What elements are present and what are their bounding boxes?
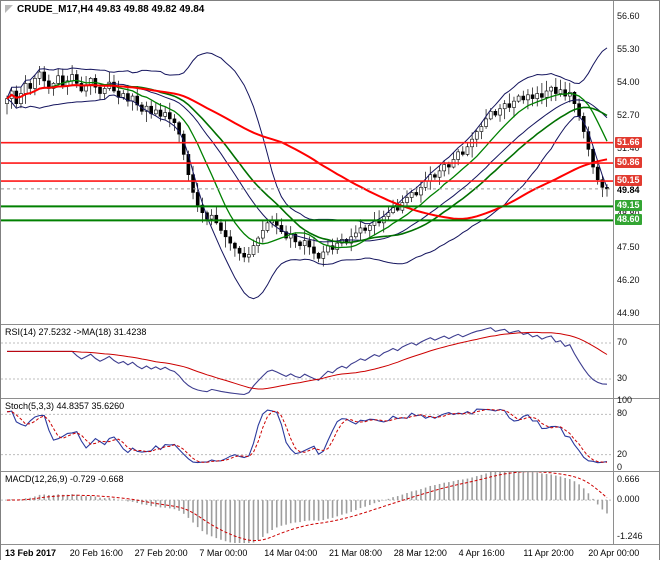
axis-tick-label: 55.30 xyxy=(617,44,640,54)
one-click-trading-icon[interactable] xyxy=(5,5,13,13)
stochastic-indicator-label: Stoch(5,3,3) 44.8357 35.6260 xyxy=(5,401,125,411)
price-level-badge: 51.66 xyxy=(615,137,642,148)
rsi-plot-area[interactable]: RSI(14) 27.5232 ->MA(18) 31.4238 xyxy=(1,325,614,398)
price-chart-plot-area[interactable]: CRUDE_M17,H4 49.83 49.88 49.82 49.84 xyxy=(1,1,614,324)
price-level-badge: 50.15 xyxy=(615,175,642,186)
time-axis-label: 7 Mar 00:00 xyxy=(199,548,248,558)
stochastic-plot[interactable] xyxy=(1,399,613,470)
price-level-badge: 50.86 xyxy=(615,157,642,168)
stochastic-pane: Stoch(5,3,3) 44.8357 35.6260 100 80 20 0 xyxy=(1,395,659,472)
stochastic-axis[interactable]: 100 80 20 0 xyxy=(614,395,659,472)
axis-tick-label: 52.70 xyxy=(617,110,640,120)
symbol-ohlc-readout: CRUDE_M17,H4 49.83 49.88 49.82 49.84 xyxy=(17,4,205,15)
axis-tick-label: 0 xyxy=(617,462,623,472)
main-chart-pane: CRUDE_M17,H4 49.83 49.88 49.82 49.84 56.… xyxy=(1,1,659,325)
rsi-pane: RSI(14) 27.5232 ->MA(18) 31.4238 70 30 xyxy=(1,325,659,399)
time-axis-label: 11 Apr 20:00 xyxy=(523,548,574,558)
axis-tick-label: 51.40 xyxy=(617,143,640,153)
rsi-axis[interactable]: 70 30 xyxy=(614,325,659,398)
axis-tick-label: -1.246 xyxy=(617,531,643,541)
macd-indicator-label: MACD(12,26,9) -0.729 -0.668 xyxy=(5,474,124,484)
time-axis-label: 20 Apr 00:00 xyxy=(588,548,640,558)
rsi-indicator-label: RSI(14) 27.5232 ->MA(18) 31.4238 xyxy=(5,327,147,337)
macd-plot[interactable] xyxy=(1,472,613,543)
rsi-plot[interactable] xyxy=(1,325,613,397)
axis-tick-label: 44.90 xyxy=(617,308,640,318)
time-axis-label: 13 Feb 2017 xyxy=(5,548,57,558)
time-axis-label: 27 Feb 20:00 xyxy=(134,548,188,558)
axis-tick-label: 0.000 xyxy=(617,494,640,504)
axis-tick-label: 54.00 xyxy=(617,77,640,87)
axis-tick-label: 20 xyxy=(617,449,628,459)
axis-tick-label: 80 xyxy=(617,408,628,418)
current-price-label: 49.84 xyxy=(617,185,640,195)
time-axis-label: 14 Mar 04:00 xyxy=(264,548,318,558)
time-axis-label: 28 Mar 12:00 xyxy=(393,548,447,558)
price-level-badge: 49.15 xyxy=(615,200,642,211)
price-axis[interactable]: 56.6055.3054.0052.7051.4050.1048.8047.50… xyxy=(614,1,659,324)
time-axis-label: 4 Apr 16:00 xyxy=(458,548,505,558)
time-axis[interactable]: 13 Feb 2017 20 Feb 16:00 27 Feb 20:00 7 Mar… xyxy=(1,545,659,563)
axis-tick-label: 47.50 xyxy=(617,242,640,252)
main-price-plot[interactable] xyxy=(1,1,613,323)
axis-tick-label: 56.60 xyxy=(617,11,640,21)
macd-plot-area[interactable]: MACD(12,26,9) -0.729 -0.668 xyxy=(1,472,614,544)
time-axis-label: 20 Feb 16:00 xyxy=(69,548,123,558)
time-axis-label: 21 Mar 08:00 xyxy=(329,548,383,558)
macd-axis[interactable]: 0.666 0.000 -1.246 xyxy=(614,472,659,544)
axis-tick-label: 100 xyxy=(617,395,633,405)
price-level-badge: 48.60 xyxy=(615,214,642,225)
axis-tick-label: 0.666 xyxy=(617,474,640,484)
axis-tick-label: 70 xyxy=(617,337,628,347)
axis-tick-label: 46.20 xyxy=(617,275,640,285)
macd-pane: MACD(12,26,9) -0.729 -0.668 0.666 0.000 -1… xyxy=(1,472,659,545)
stochastic-plot-area[interactable]: Stoch(5,3,3) 44.8357 35.6260 xyxy=(1,399,614,471)
axis-tick-label: 30 xyxy=(617,373,628,383)
